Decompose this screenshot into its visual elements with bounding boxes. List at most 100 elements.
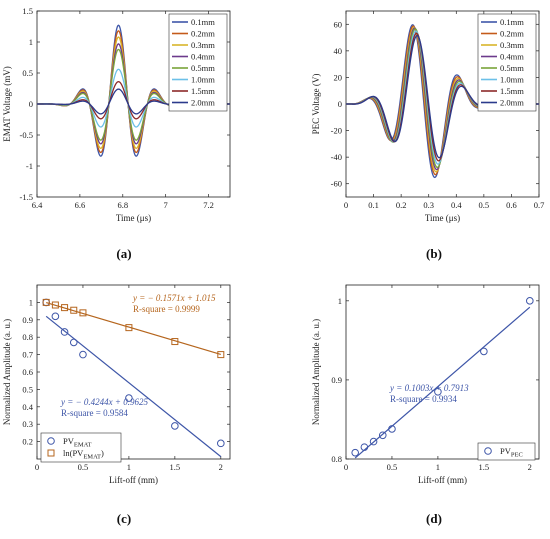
- legend-entry: 2.0mm: [500, 98, 524, 108]
- panel-c: 0 0.5 1 1.5 2 0.2 0.3 0.4 0.5 0.6 0.7 0.8 0.9 1 Lift-o…: [2, 284, 231, 485]
- x-tick-label: 1.5: [170, 462, 181, 472]
- y-tick-label: 0.2: [22, 437, 33, 447]
- legend-entry: 0.4mm: [191, 52, 215, 62]
- data-point: [388, 425, 396, 433]
- y-tick-label: 0: [338, 99, 342, 109]
- legend-box: [477, 442, 536, 461]
- x-tick-label: 0.5: [78, 462, 89, 472]
- data-point: [378, 431, 387, 440]
- y-tick-label: 0.5: [22, 384, 33, 394]
- x-axis-label: Lift-off (mm): [109, 475, 158, 485]
- legend-entry: 0.5mm: [191, 63, 215, 73]
- y-tick-label: -1.5: [20, 192, 33, 202]
- x-tick-label: 6.4: [32, 200, 43, 210]
- y-tick-label: -60: [331, 179, 342, 189]
- y-tick-label: 0.6: [22, 367, 33, 377]
- legend-subscript: PEC: [511, 452, 523, 459]
- x-tick-label: 0.6: [506, 200, 517, 210]
- y-tick-label: 0.5: [22, 68, 33, 78]
- data-point: [217, 439, 225, 448]
- data-point: [526, 297, 534, 305]
- y-axis-label: Normalized Amplitude (a. u.): [311, 319, 321, 425]
- y-axis-label: EMAT Voltage (mV): [2, 66, 12, 142]
- legend-entry: 1.5mm: [191, 86, 215, 96]
- data-point: [79, 350, 87, 359]
- fit-line: [354, 306, 531, 459]
- legend-entry: 0.4mm: [500, 52, 524, 62]
- data-point: [125, 324, 133, 332]
- x-axis-label: Lift-off (mm): [418, 475, 467, 485]
- legend-suffix: ): [101, 448, 104, 458]
- data-point: [69, 338, 78, 347]
- data-point: [70, 306, 78, 314]
- panel-caption: (a): [116, 246, 131, 261]
- y-tick-label: 0.7: [22, 350, 33, 360]
- legend-marker: [47, 449, 55, 457]
- x-tick-label: 2: [528, 462, 532, 472]
- legend-entry: 0.1mm: [191, 17, 215, 27]
- x-tick-label: 0.7: [534, 200, 545, 210]
- x-tick-label: 1.5: [479, 462, 490, 472]
- legend-entry: 1.5mm: [500, 86, 524, 96]
- y-tick-label: 40: [334, 46, 343, 56]
- y-tick-label: 1.5: [22, 6, 33, 16]
- legend-entry: ln(PVEMAT): [63, 448, 104, 461]
- x-tick-label: 0: [35, 462, 39, 472]
- x-tick-label: 0.3: [423, 200, 434, 210]
- data-point: [51, 301, 59, 309]
- x-tick-label: 0: [344, 462, 348, 472]
- plot-frame: [36, 284, 231, 460]
- x-tick-label: 6.8: [117, 200, 128, 210]
- y-tick-label: 0.8: [22, 332, 33, 342]
- legend-entry: 0.5mm: [500, 63, 524, 73]
- y-axis-label: PEC Voltage (V): [311, 74, 321, 135]
- data-point: [171, 422, 179, 430]
- y-tick-label: 1: [338, 296, 342, 306]
- y-tick-label: 0.8: [331, 454, 342, 464]
- y-tick-label: 20: [334, 72, 343, 82]
- x-tick-label: 7.2: [203, 200, 214, 210]
- data-point: [360, 443, 369, 451]
- data-point: [61, 304, 69, 312]
- y-tick-label: 1: [29, 37, 33, 47]
- y-tick-label: 0: [29, 99, 33, 109]
- legend-entry: 1.0mm: [500, 75, 524, 85]
- y-axis-label: Normalized Amplitude (a. u.): [2, 319, 12, 425]
- x-tick-label: 1: [127, 462, 131, 472]
- legend-box: [40, 432, 122, 463]
- x-tick-label: 1: [436, 462, 440, 472]
- y-tick-label: -1: [26, 161, 33, 171]
- x-tick-label: 0.2: [396, 200, 407, 210]
- data-point: [217, 351, 225, 359]
- legend-entry: 0.1mm: [500, 17, 524, 27]
- panel-caption: (d): [426, 511, 442, 526]
- legend-subscript: EMAT: [74, 442, 92, 449]
- legend-entry: 0.2mm: [191, 29, 215, 39]
- fit-r-square: R-square = 0.9584: [61, 408, 128, 418]
- panel-caption: (c): [117, 511, 131, 526]
- x-tick-label: 0.1: [368, 200, 379, 210]
- legend-name: PV: [63, 436, 75, 446]
- x-tick-label: 0: [344, 200, 348, 210]
- panel-caption: (b): [426, 246, 442, 261]
- data-point: [171, 338, 179, 346]
- legend-box: [168, 13, 228, 112]
- legend-entry: 0.3mm: [191, 40, 215, 50]
- x-tick-label: 0.4: [451, 200, 462, 210]
- data-point: [79, 309, 87, 317]
- y-tick-label: 0.3: [22, 419, 33, 429]
- data-point: [480, 347, 488, 356]
- fit-equation: y = 0.1003x + 0.7913: [389, 383, 469, 393]
- x-axis-label: Time (μs): [116, 213, 151, 223]
- data-point: [434, 387, 442, 396]
- legend-marker: [47, 437, 55, 445]
- y-tick-label: 0.4: [22, 402, 33, 412]
- data-point: [369, 437, 378, 446]
- legend-name: PV: [500, 446, 512, 456]
- legend-subscript: EMAT: [83, 454, 101, 461]
- data-point: [51, 312, 60, 321]
